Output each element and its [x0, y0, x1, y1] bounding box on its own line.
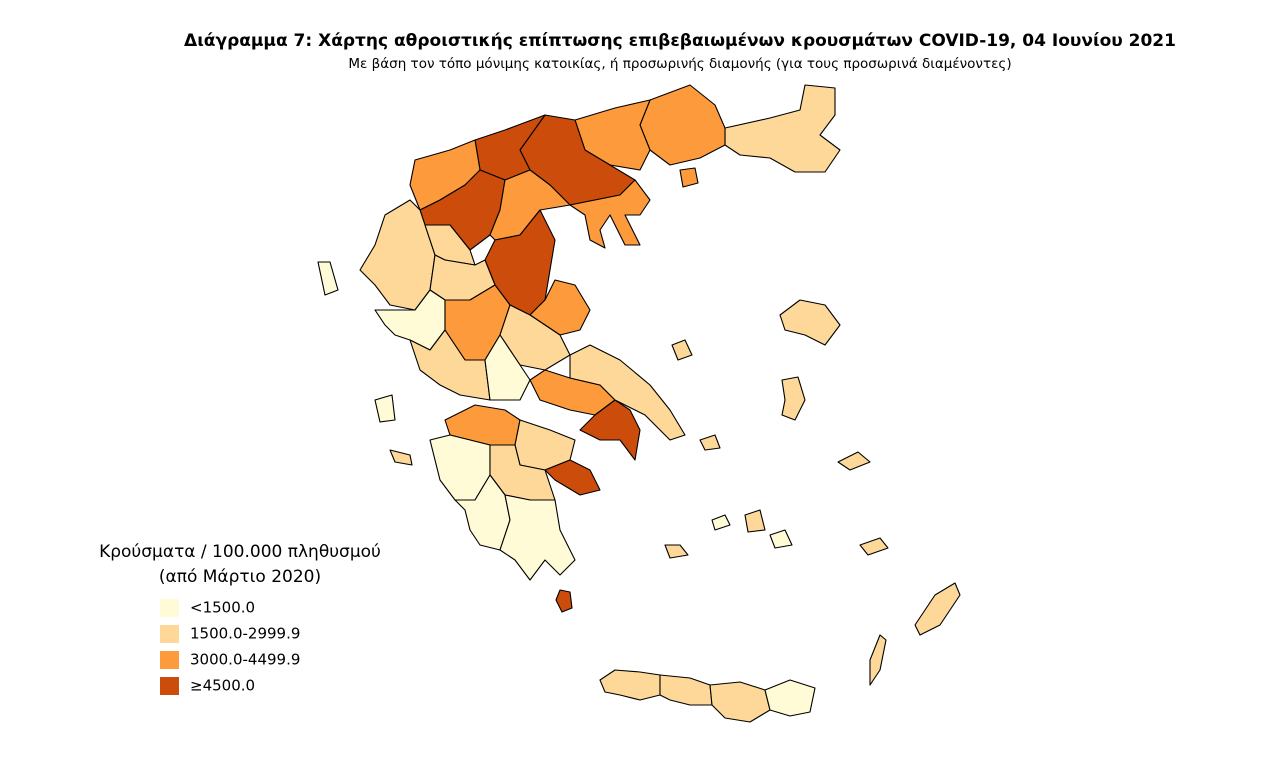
- region: [869, 634, 887, 686]
- region: [679, 167, 699, 188]
- legend-label: 1500.0-2999.9: [190, 625, 300, 643]
- legend-swatch: [160, 677, 179, 695]
- legend: <1500.0 1500.0-2999.9 3000.0-4499.9 ≥4500.0: [160, 599, 300, 695]
- legend-label: 3000.0-4499.9: [190, 651, 300, 669]
- region: [555, 589, 573, 613]
- region: [769, 529, 793, 549]
- region: [711, 514, 731, 531]
- region: [837, 451, 871, 471]
- region: [389, 449, 413, 466]
- region: [699, 434, 721, 451]
- region: [671, 339, 693, 361]
- region: [724, 84, 841, 173]
- region: [579, 399, 641, 461]
- legend-swatch: [160, 599, 179, 617]
- region: [779, 299, 841, 346]
- legend-title: Κρούσματα / 100.000 πληθυσμού: [99, 542, 381, 562]
- region: [599, 669, 661, 701]
- region: [764, 679, 816, 717]
- map: [317, 84, 961, 723]
- region: [639, 84, 726, 166]
- region: [317, 261, 339, 296]
- legend-label: ≥4500.0: [190, 677, 255, 695]
- region: [709, 681, 771, 723]
- subtitle: Με βάση τον τόπο μόνιμης κατοικίας, ή πρ…: [348, 56, 1011, 72]
- region: [664, 544, 689, 559]
- region: [781, 376, 806, 421]
- region: [374, 394, 396, 423]
- legend-swatch: [160, 651, 179, 669]
- legend-swatch: [160, 625, 179, 643]
- region: [544, 459, 601, 496]
- region: [744, 509, 766, 533]
- legend-title: (από Μάρτιο 2020): [159, 567, 321, 587]
- region: [499, 494, 576, 581]
- region: [569, 344, 686, 441]
- region: [914, 582, 961, 636]
- legend-label: <1500.0: [190, 599, 255, 617]
- region: [569, 179, 651, 249]
- title: Διάγραμμα 7: Χάρτης αθροιστικής επίπτωση…: [184, 31, 1176, 51]
- region: [659, 674, 713, 706]
- region: [859, 537, 889, 556]
